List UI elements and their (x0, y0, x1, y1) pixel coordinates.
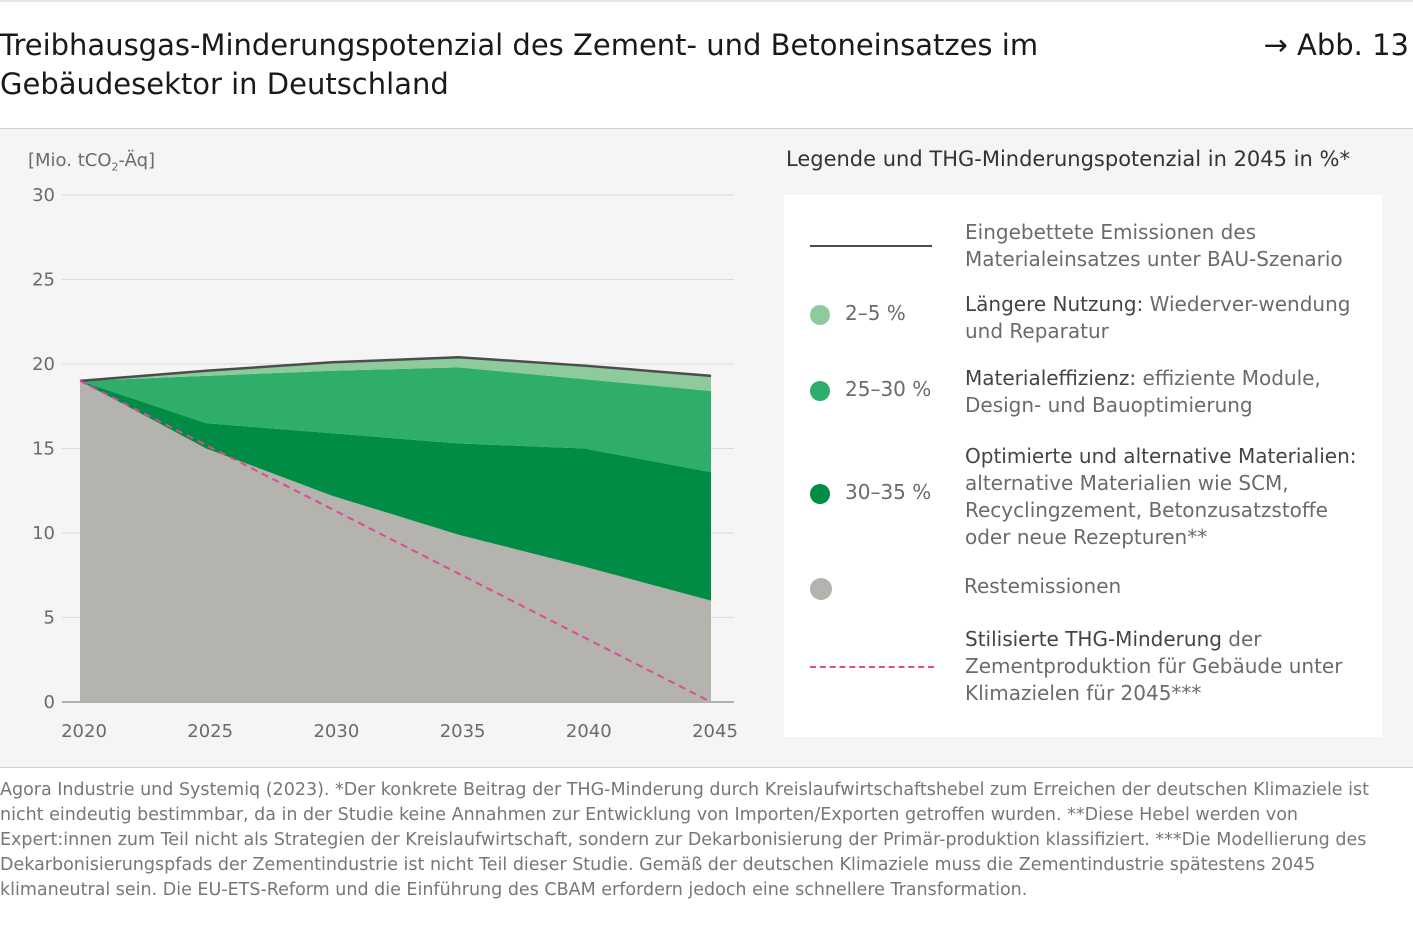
x-tick-2030: 2030 (313, 721, 359, 742)
y-tick-30: 30 (32, 185, 55, 206)
restemissionen-dot (810, 578, 832, 600)
bau-line-swatch (810, 245, 932, 247)
x-tick-2020: 2020 (61, 721, 107, 742)
legend-text-restemissionen: Restemissionen (964, 574, 1122, 598)
legend-pct-laengere-nutzung: 2–5 % (845, 301, 906, 325)
legend-text-materialien: Optimierte und alternative Materialien: … (965, 444, 1357, 549)
x-tick-2045: 2045 (692, 721, 738, 742)
legend-text-materialeffizienz: Materialeffizienz: effiziente Module, De… (965, 366, 1321, 417)
y-tick-5: 5 (44, 608, 55, 629)
materialeffizienz-dot (810, 381, 830, 401)
figure-reference-link[interactable]: → Abb. 13 (1263, 28, 1409, 62)
x-tick-2025: 2025 (187, 721, 233, 742)
x-tick-2040: 2040 (566, 721, 612, 742)
bau-line (79, 355, 712, 383)
area-materialien (80, 380, 711, 601)
legend: Eingebettete Emissionen des Materialeins… (784, 195, 1382, 737)
y-axis-unit: [Mio. tCO2-Äq] (28, 150, 156, 174)
series-lines (79, 355, 712, 703)
area-laengere-nutzung (80, 357, 711, 392)
y-tick-labels: 0 5 10 15 20 25 30 (32, 185, 55, 713)
y-tick-15: 15 (32, 439, 55, 460)
chart-title: Treibhausgas-Minderungspotenzial des Zem… (0, 28, 1039, 101)
x-tick-2035: 2035 (440, 721, 486, 742)
top-rule (0, 0, 1413, 2)
legend-text-bau: Eingebettete Emissionen des Materialeins… (965, 220, 1343, 271)
materialien-dot (810, 484, 830, 504)
y-tick-25: 25 (32, 270, 55, 291)
legend-text-stilisiert: Stilisierte THG-Minderung der Zementprod… (965, 627, 1343, 705)
stacked-areas (80, 357, 711, 702)
y-tick-10: 10 (32, 523, 55, 544)
legend-title: Legende und THG-Minderungspotenzial in 2… (786, 147, 1350, 171)
y-tick-0: 0 (44, 692, 55, 713)
legend-text-laengere-nutzung: Längere Nutzung: Wiederver-wendung und R… (965, 292, 1351, 343)
y-tick-20: 20 (32, 354, 55, 375)
area-materialeffizienz (80, 367, 711, 473)
x-tick-labels: 2020 2025 2030 2035 2040 2045 (61, 721, 738, 742)
stilisierte-minderung-line (79, 380, 712, 703)
legend-pct-materialien: 30–35 % (845, 480, 932, 504)
stilisiert-dashed-swatch (810, 666, 934, 668)
legend-pct-materialeffizienz: 25–30 % (845, 377, 932, 401)
laengere-nutzung-dot (810, 305, 830, 325)
source-footnote: Agora Industrie und Systemiq (2023). *De… (0, 780, 1369, 900)
